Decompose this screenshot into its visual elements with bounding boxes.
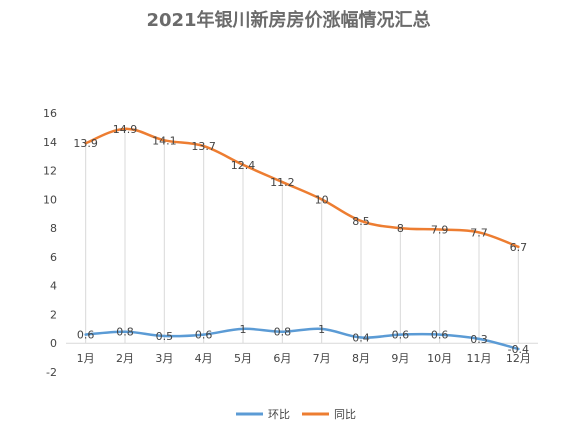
data-point [320,198,323,201]
y-tick-label: 8 [50,222,57,235]
data-point [477,337,481,341]
data-point [438,333,441,336]
x-tick-label: 5月 [234,352,252,365]
data-point [438,228,441,231]
data-point [202,333,205,336]
chart-title: 2021年银川新房房价涨幅情况汇总 [146,10,431,31]
x-tick-label: 4月 [195,352,213,365]
data-point [202,144,205,148]
y-tick-label: 14 [43,136,57,149]
data-label: 11.2 [270,176,295,189]
data-label: 13.7 [191,140,216,153]
data-point [163,139,166,142]
series-line-tongbi [84,127,520,249]
data-label: 7.7 [470,226,488,239]
data-point [399,333,402,336]
data-point [517,245,520,249]
data-label: 0.6 [77,329,95,342]
data-label: 0.3 [470,333,488,346]
data-label: 10 [315,193,329,206]
y-tick-label: 10 [43,193,57,206]
data-label: 1 [318,323,325,336]
data-label: 0.6 [431,329,449,342]
x-tick-label: 2月 [116,352,134,365]
data-label: 8 [397,222,404,235]
data-label: 0.4 [352,331,370,344]
y-tick-label: 16 [43,107,57,120]
data-label: 0.8 [274,326,292,339]
y-tick-label: 2 [50,308,57,321]
legend-label: 环比 [268,408,290,421]
x-tick-label: 9月 [391,352,409,365]
data-point [84,142,87,145]
data-label: 0.6 [392,329,410,342]
data-point [241,163,245,166]
data-label: 13.9 [73,137,98,150]
data-point [359,336,363,339]
data-label: 1 [240,323,247,336]
data-point [241,327,245,331]
x-tick-label: 1月 [77,352,95,365]
x-tick-label: 11月 [467,352,492,365]
y-tick-label: 4 [50,280,57,293]
data-point [399,226,402,230]
data-label: 0.5 [156,330,174,343]
data-label: 7.9 [431,224,449,237]
legend-label: 同比 [334,408,356,421]
data-point [281,330,284,333]
x-tick-label: 6月 [273,352,291,365]
y-tick-label: 0 [50,337,57,350]
x-tick-label: 12月 [506,352,531,365]
data-point [163,334,166,338]
data-point [359,219,363,223]
x-tick-label: 10月 [427,352,452,365]
data-label: 14.9 [113,123,138,136]
data-label: -0.4 [508,343,529,356]
data-point [477,231,481,234]
data-point [123,127,127,131]
data-point [123,330,127,333]
data-label: 14.1 [152,134,177,147]
data-label: 0.8 [116,326,134,339]
y-tick-label: 12 [43,165,57,178]
y-tick-label: 6 [50,251,57,264]
data-label: 6.7 [510,241,528,254]
x-tick-label: 3月 [155,352,173,365]
series-line-huanbi [84,327,520,351]
data-point [320,327,323,331]
data-label: 0.6 [195,329,213,342]
data-label: 8.5 [352,215,370,228]
data-point [84,333,87,336]
data-point [517,347,520,351]
x-tick-label: 8月 [352,352,370,365]
data-point [281,180,284,184]
data-label: 12.4 [231,159,256,172]
y-tick-label: -2 [46,366,57,379]
x-tick-label: 7月 [313,352,331,365]
